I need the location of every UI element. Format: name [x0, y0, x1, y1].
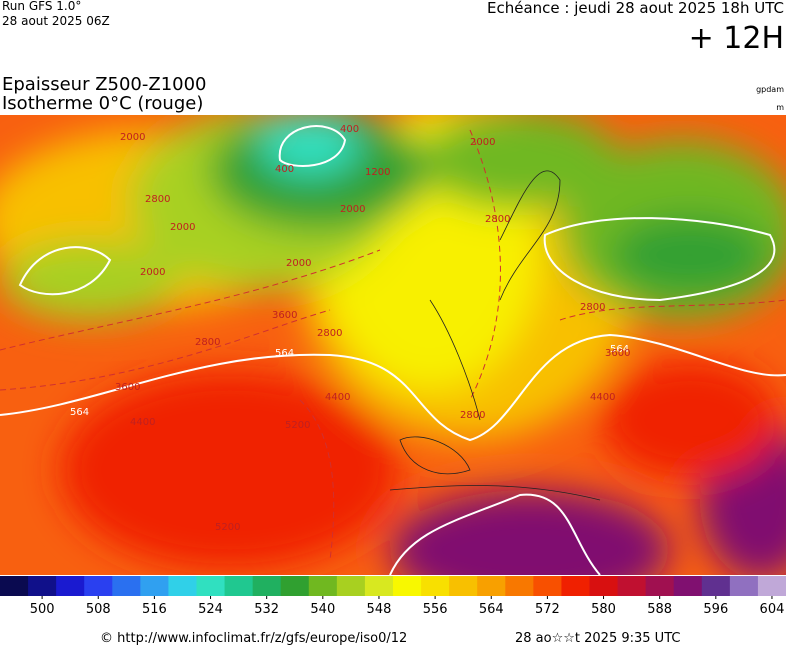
contour-label: 564	[70, 407, 89, 418]
map-subtitle: Isotherme 0°C (rouge)	[2, 93, 203, 114]
colorbar-swatch	[589, 576, 619, 596]
contour-label: 4400	[130, 417, 155, 428]
colorbar-swatch	[421, 576, 450, 596]
colorbar-swatch	[112, 576, 141, 596]
colorbar-swatch	[673, 576, 703, 596]
colorbar-swatch	[280, 576, 310, 596]
contour-label: 2000	[140, 267, 165, 278]
colorbar-tick-label: 604	[760, 602, 785, 617]
colorbar-swatch	[729, 576, 759, 596]
colorbar-swatch	[84, 576, 113, 596]
map: 2000 2800 2000 2000 400 1200 2000 2800 2…	[0, 115, 786, 575]
contour-label: 564	[275, 348, 294, 359]
contour-label: 2000	[120, 132, 145, 143]
contour-label: 400	[275, 164, 294, 175]
colorbar-swatch	[505, 576, 534, 596]
contour-label: 5200	[285, 420, 310, 431]
contour-label: 2800	[580, 302, 605, 313]
colorbar-swatch	[140, 576, 169, 596]
lead-time: + 12H	[689, 21, 784, 56]
colorbar-swatch	[561, 576, 590, 596]
colorbar-swatch	[701, 576, 731, 596]
colorbar-tick-label: 540	[310, 602, 335, 617]
colorbar-tick-label: 564	[479, 602, 504, 617]
colorbar-tick-label: 524	[198, 602, 223, 617]
contour-label: 564	[610, 344, 629, 355]
colorbar-swatch	[252, 576, 282, 596]
contour-label: 2800	[317, 328, 342, 339]
colorbar-tick-label: 588	[647, 602, 672, 617]
colorbar-tick-label: 508	[86, 602, 111, 617]
colorbar-swatch	[56, 576, 85, 596]
colorbar-swatch	[757, 576, 786, 596]
colorbar-swatch	[449, 576, 478, 596]
colorbar-tick-label: 556	[423, 602, 448, 617]
contour-label: 2800	[195, 337, 220, 348]
colorbar-swatch	[196, 576, 226, 596]
colorbar-tick-label: 532	[254, 602, 279, 617]
run-label: Run GFS 1.0°	[2, 0, 81, 13]
footer-generated: 28 ao☆☆t 2025 9:35 UTC	[515, 631, 680, 646]
contour-label: 4400	[325, 392, 350, 403]
colorbar-swatch	[0, 576, 29, 596]
colorbar-tick-label: 580	[591, 602, 616, 617]
contour-label: 400	[340, 124, 359, 135]
colorbar-swatch	[533, 576, 562, 596]
contour-label: 2000	[470, 137, 495, 148]
unit-bottom: m	[776, 103, 784, 112]
contour-label: 2800	[485, 214, 510, 225]
colorbar-tick-label: 572	[535, 602, 560, 617]
contour-label: 3600	[605, 348, 630, 359]
colorbar-swatch	[168, 576, 197, 596]
contour-label: 1200	[365, 167, 390, 178]
contour-label: 2800	[460, 410, 485, 421]
colorbar-swatch	[477, 576, 506, 596]
run-date: 28 aout 2025 06Z	[2, 14, 110, 28]
contour-label: 3600	[272, 310, 297, 321]
colorbar-tick-label: 596	[703, 602, 728, 617]
contour-label: 2000	[340, 204, 365, 215]
contour-label: 2000	[170, 222, 195, 233]
map-title: Epaisseur Z500-Z1000	[2, 74, 207, 95]
colorbar-tick-label: 548	[367, 602, 392, 617]
colorbar-swatch	[28, 576, 57, 596]
footer-source: © http://www.infoclimat.fr/z/gfs/europe/…	[100, 631, 407, 646]
colorbar-swatch	[336, 576, 366, 596]
colorbar-swatch	[308, 576, 338, 596]
contour-label: 5200	[215, 522, 240, 533]
unit-top: gpdam	[756, 85, 784, 94]
colorbar-swatch	[617, 576, 647, 596]
colorbar: 500 508 516 524 532 540 548 556 564 572 580 588 596 6…	[0, 576, 786, 617]
contour-label: 2000	[286, 258, 311, 269]
colorbar-swatch	[224, 576, 254, 596]
contour-label: 4400	[590, 392, 615, 403]
colorbar-swatch	[364, 576, 394, 596]
contour-label: 3600	[115, 382, 140, 393]
contour-label: 2800	[145, 194, 170, 205]
colorbar-swatch	[645, 576, 675, 596]
colorbar-tick-label: 500	[30, 602, 55, 617]
echeance: Echéance : jeudi 28 aout 2025 18h UTC	[487, 0, 784, 17]
colorbar-tick-label: 516	[142, 602, 167, 617]
colorbar-swatch	[393, 576, 422, 596]
